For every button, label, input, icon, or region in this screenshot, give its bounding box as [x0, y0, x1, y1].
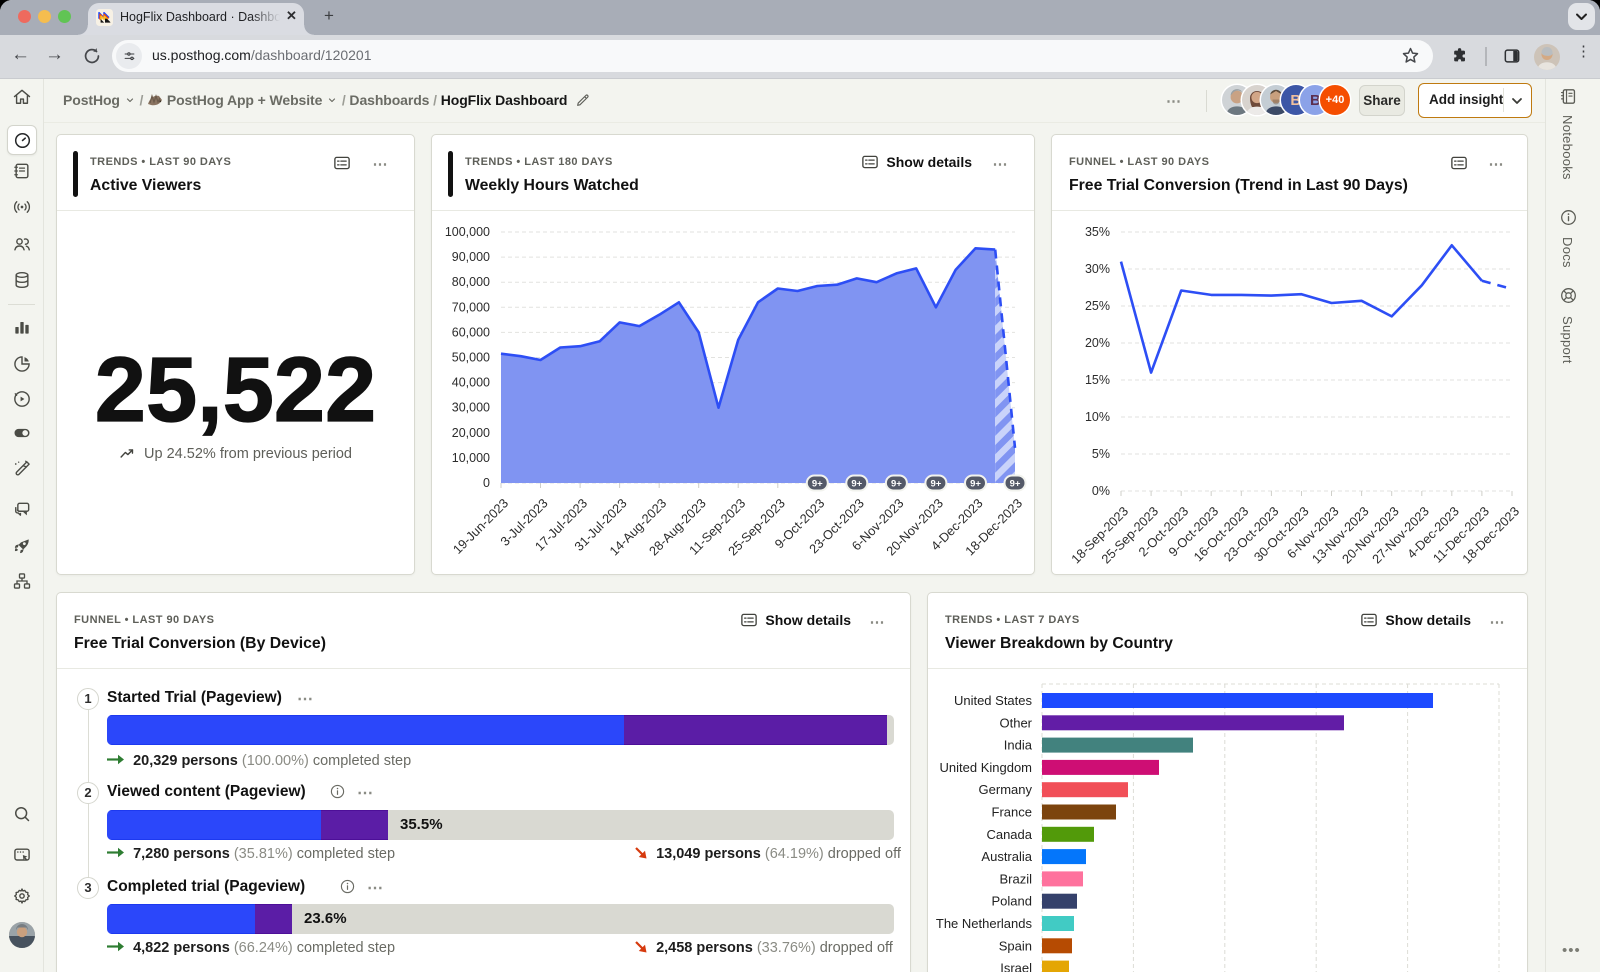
svg-text:9+: 9+ — [1010, 479, 1021, 490]
svg-text:United Kingdom: United Kingdom — [940, 760, 1033, 775]
svg-text:90,000: 90,000 — [452, 250, 490, 264]
svg-text:10,000: 10,000 — [452, 451, 490, 465]
svg-text:25%: 25% — [1085, 299, 1110, 313]
svg-text:France: France — [992, 805, 1032, 820]
svg-text:Poland: Poland — [992, 894, 1032, 909]
svg-text:60,000: 60,000 — [452, 325, 490, 339]
svg-text:30,000: 30,000 — [452, 401, 490, 415]
svg-text:United States: United States — [954, 693, 1033, 708]
svg-text:The Netherlands: The Netherlands — [936, 916, 1033, 931]
svg-text:Israel: Israel — [1000, 961, 1032, 972]
svg-text:Other: Other — [999, 715, 1032, 730]
svg-text:9+: 9+ — [812, 479, 823, 490]
svg-text:9+: 9+ — [970, 479, 981, 490]
svg-text:20%: 20% — [1085, 336, 1110, 350]
svg-text:Australia: Australia — [981, 849, 1032, 864]
svg-text:Germany: Germany — [979, 782, 1033, 797]
svg-text:Canada: Canada — [986, 827, 1032, 842]
svg-text:20,000: 20,000 — [452, 426, 490, 440]
svg-text:9+: 9+ — [851, 479, 862, 490]
svg-text:Brazil: Brazil — [999, 871, 1032, 886]
svg-text:30%: 30% — [1085, 262, 1110, 276]
svg-text:100,000: 100,000 — [445, 225, 490, 239]
svg-text:0%: 0% — [1092, 484, 1110, 498]
svg-text:0: 0 — [483, 476, 490, 490]
svg-text:40,000: 40,000 — [452, 376, 490, 390]
svg-text:9+: 9+ — [930, 479, 941, 490]
svg-text:5%: 5% — [1092, 447, 1110, 461]
svg-text:35%: 35% — [1085, 225, 1110, 239]
svg-text:Spain: Spain — [999, 938, 1032, 953]
svg-text:India: India — [1004, 738, 1033, 753]
svg-text:70,000: 70,000 — [452, 300, 490, 314]
svg-text:15%: 15% — [1085, 373, 1110, 387]
svg-text:10%: 10% — [1085, 410, 1110, 424]
svg-text:9+: 9+ — [891, 479, 902, 490]
svg-text:50,000: 50,000 — [452, 351, 490, 365]
svg-text:80,000: 80,000 — [452, 275, 490, 289]
svg-text:19-Jun-2023: 19-Jun-2023 — [450, 496, 511, 557]
